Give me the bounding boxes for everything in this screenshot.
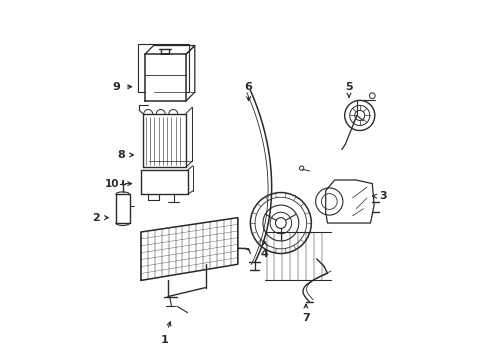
Text: 7: 7	[302, 313, 310, 323]
Text: 6: 6	[245, 82, 252, 92]
Text: 5: 5	[345, 82, 353, 92]
Text: 10: 10	[105, 179, 120, 189]
Text: 4: 4	[261, 248, 269, 258]
Text: 3: 3	[379, 191, 387, 201]
Text: 9: 9	[112, 82, 120, 92]
Text: 2: 2	[92, 213, 100, 222]
Text: 8: 8	[118, 150, 125, 160]
Text: 1: 1	[160, 334, 168, 345]
